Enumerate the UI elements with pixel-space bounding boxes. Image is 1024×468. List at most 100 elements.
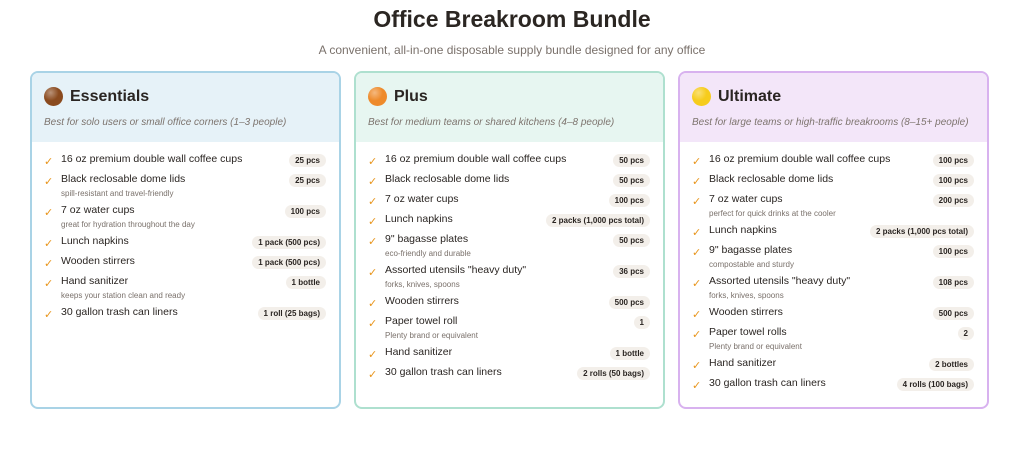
check-icon: ✓ [692,176,702,188]
check-icon: ✓ [44,176,54,188]
brown-circle-icon [44,87,63,106]
item-note: Plenty brand or equivalent [385,331,478,340]
item-name: 16 oz premium double wall coffee cups [61,153,243,165]
quantity-badge: 1 [633,316,650,329]
list-item: ✓ Black reclosable dome lids 50 pcs [368,172,650,192]
item-name: Paper towel roll [385,315,458,327]
tier-card-plus: Plus Best for medium teams or shared kit… [354,71,665,409]
quantity-badge: 500 pcs [608,296,650,309]
list-item: ✓ 7 oz water cups perfect for quick drin… [692,192,974,223]
check-icon: ✓ [368,196,378,208]
check-icon: ✓ [692,196,702,208]
check-icon: ✓ [44,207,54,219]
item-name: Lunch napkins [709,224,777,236]
item-note: eco-friendly and durable [385,249,471,258]
tier-name: Plus [394,87,428,105]
item-note: compostable and sturdy [709,260,794,269]
item-note: perfect for quick drinks at the cooler [709,209,836,218]
item-name: Black reclosable dome lids [709,173,834,185]
item-name: Hand sanitizer [385,346,453,358]
check-icon: ✓ [692,329,702,341]
tier-header: Plus Best for medium teams or shared kit… [356,73,663,142]
quantity-badge: 36 pcs [613,265,650,278]
check-icon: ✓ [368,369,378,381]
check-icon: ✓ [692,360,702,372]
item-name: Wooden stirrers [385,295,459,307]
quantity-badge: 2 packs (1,000 pcs total) [869,225,974,238]
quantity-badge: 50 pcs [613,154,650,167]
list-item: ✓ Paper towel roll Plenty brand or equiv… [368,314,650,345]
check-icon: ✓ [368,298,378,310]
quantity-badge: 25 pcs [289,174,326,187]
item-name: Lunch napkins [61,235,129,247]
list-item: ✓ Black reclosable dome lids spill-resis… [44,172,326,203]
quantity-badge: 100 pcs [932,245,974,258]
item-list: ✓ 16 oz premium double wall coffee cups … [680,142,987,396]
tier-header: Essentials Best for solo users or small … [32,73,339,142]
list-item: ✓ 16 oz premium double wall coffee cups … [44,152,326,172]
page-title: Office Breakroom Bundle [373,6,651,32]
item-name: Lunch napkins [385,213,453,225]
tier-card-ultimate: Ultimate Best for large teams or high-tr… [678,71,989,409]
item-name: Paper towel rolls [709,326,787,338]
check-icon: ✓ [368,156,378,168]
list-item: ✓ 16 oz premium double wall coffee cups … [692,152,974,172]
quantity-badge: 108 pcs [932,276,974,289]
tier-card-essentials: Essentials Best for solo users or small … [30,71,341,409]
check-icon: ✓ [692,247,702,259]
check-icon: ✓ [368,216,378,228]
tier-cards: Essentials Best for solo users or small … [30,71,989,409]
check-icon: ✓ [368,267,378,279]
item-name: 7 oz water cups [709,193,783,205]
page-subtitle: A convenient, all-in-one disposable supp… [318,43,706,57]
list-item: ✓ 30 gallon trash can liners 1 roll (25 … [44,305,326,325]
yellow-circle-icon [692,87,711,106]
orange-circle-icon [368,87,387,106]
check-icon: ✓ [44,258,54,270]
item-name: 16 oz premium double wall coffee cups [709,153,891,165]
tier-description: Best for medium teams or shared kitchens… [368,117,615,128]
item-name: Black reclosable dome lids [61,173,186,185]
quantity-badge: 1 roll (25 bags) [257,307,326,320]
check-icon: ✓ [692,227,702,239]
list-item: ✓ 16 oz premium double wall coffee cups … [368,152,650,172]
check-icon: ✓ [368,236,378,248]
item-note: spill-resistant and travel-friendly [61,189,174,198]
list-item: ✓ 9" bagasse plates eco-friendly and dur… [368,232,650,263]
quantity-badge: 50 pcs [613,234,650,247]
list-item: ✓ Wooden stirrers 500 pcs [692,305,974,325]
tier-header: Ultimate Best for large teams or high-tr… [680,73,987,142]
list-item: ✓ Black reclosable dome lids 100 pcs [692,172,974,192]
item-note: keeps your station clean and ready [61,291,186,300]
tier-name: Essentials [70,87,150,105]
list-item: ✓ 7 oz water cups great for hydration th… [44,203,326,234]
item-name: Assorted utensils "heavy duty" [385,264,527,276]
quantity-badge: 100 pcs [608,194,650,207]
check-icon: ✓ [692,278,702,290]
item-name: 7 oz water cups [61,204,135,216]
list-item: ✓ 30 gallon trash can liners 4 rolls (10… [692,376,974,396]
quantity-badge: 100 pcs [932,174,974,187]
quantity-badge: 2 [957,327,974,340]
item-note: Plenty brand or equivalent [709,342,802,351]
list-item: ✓ Wooden stirrers 500 pcs [368,294,650,314]
quantity-badge: 1 bottle [285,276,326,289]
item-name: 16 oz premium double wall coffee cups [385,153,567,165]
list-item: ✓ Assorted utensils "heavy duty" forks, … [692,274,974,305]
item-name: Wooden stirrers [61,255,135,267]
list-item: ✓ Lunch napkins 2 packs (1,000 pcs total… [368,212,650,232]
quantity-badge: 25 pcs [289,154,326,167]
check-icon: ✓ [44,156,54,168]
item-name: Wooden stirrers [709,306,783,318]
item-note: forks, knives, spoons [385,280,460,289]
item-note: great for hydration throughout the day [61,220,195,229]
list-item: ✓ Paper towel rolls Plenty brand or equi… [692,325,974,356]
list-item: ✓ Hand sanitizer 2 bottles [692,356,974,376]
quantity-badge: 1 pack (500 pcs) [252,256,326,269]
list-item: ✓ Lunch napkins 1 pack (500 pcs) [44,234,326,254]
quantity-badge: 1 bottle [609,347,650,360]
item-note: forks, knives, spoons [709,291,784,300]
item-name: 30 gallon trash can liners [709,377,826,389]
list-item: ✓ Wooden stirrers 1 pack (500 pcs) [44,254,326,274]
check-icon: ✓ [368,176,378,188]
